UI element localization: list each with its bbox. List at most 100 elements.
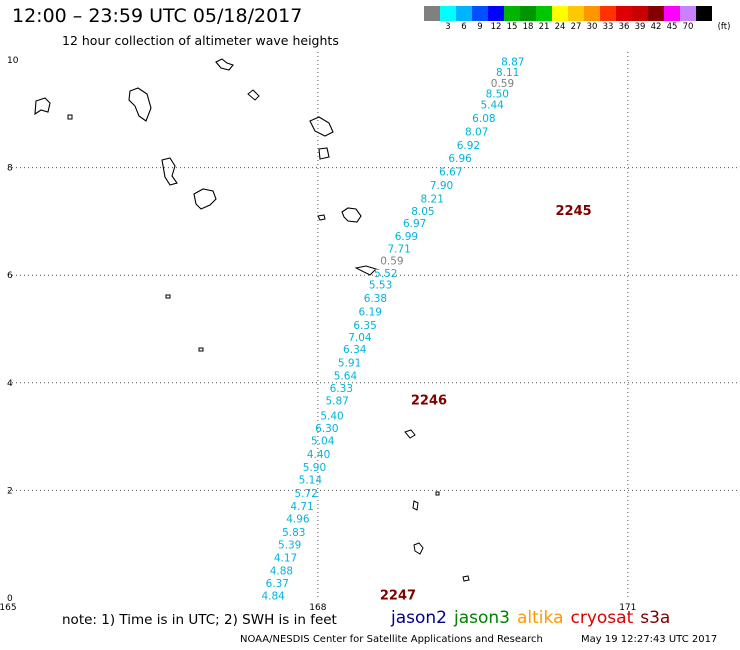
wave-height-value: 4.96 bbox=[286, 514, 310, 526]
legend-cryosat: cryosat bbox=[570, 608, 634, 628]
wave-height-value: 5.83 bbox=[282, 527, 305, 539]
wave-height-value: 5.52 bbox=[374, 268, 397, 280]
color-scale-bar bbox=[424, 6, 712, 21]
y-tick-label: 8 bbox=[7, 164, 13, 174]
wave-height-value: 4.17 bbox=[274, 552, 297, 564]
island-outline bbox=[435, 491, 440, 496]
color-scale-tick-label: 9 bbox=[477, 22, 483, 32]
wave-height-value: 6.30 bbox=[315, 423, 338, 435]
color-scale-swatch bbox=[664, 6, 680, 21]
time-labels-layer: 2142214221432144224522462247201920218111… bbox=[380, 204, 592, 604]
wave-height-value: 0.59 bbox=[491, 78, 514, 90]
x-tick-label: 168 bbox=[309, 603, 326, 613]
color-scale-tick-label: 15 bbox=[506, 22, 518, 32]
island-outline bbox=[198, 347, 204, 352]
wave-height-value: 4.71 bbox=[290, 501, 313, 513]
wave-height-value: 8.21 bbox=[421, 194, 444, 206]
wave-height-value: 7.71 bbox=[387, 244, 410, 256]
wave-height-value: 6.92 bbox=[457, 140, 480, 152]
color-scale-swatch bbox=[536, 6, 552, 21]
wave-height-value: 7.90 bbox=[430, 180, 453, 192]
color-scale-swatch bbox=[584, 6, 600, 21]
wave-height-value: 6.99 bbox=[395, 231, 418, 243]
island-outline bbox=[215, 58, 234, 71]
color-scale-swatch bbox=[440, 6, 456, 21]
color-scale-tick-label: 12 bbox=[490, 22, 502, 32]
wave-height-value: 6.33 bbox=[330, 383, 353, 395]
color-scale-tick-label: 45 bbox=[666, 22, 678, 32]
page-subtitle: 12 hour collection of altimeter wave hei… bbox=[62, 33, 339, 48]
color-scale-tick-label: 6 bbox=[461, 22, 467, 32]
island-outline bbox=[67, 114, 73, 120]
x-tick-label: 165 bbox=[0, 603, 17, 613]
color-scale-swatch bbox=[552, 6, 568, 21]
color-scale-swatch bbox=[632, 6, 648, 21]
island-outline bbox=[412, 500, 419, 511]
footer-credit: NOAA/NESDIS Center for Satellite Applica… bbox=[240, 634, 543, 645]
wave-height-value: 5.91 bbox=[338, 358, 361, 370]
wave-height-value: 8.07 bbox=[465, 126, 488, 138]
wave-height-value: 5.14 bbox=[299, 474, 323, 486]
y-tick-label: 6 bbox=[7, 271, 13, 281]
wave-height-value: 8.50 bbox=[486, 89, 509, 101]
color-scale-swatch bbox=[456, 6, 472, 21]
color-scale-unit: (ft) bbox=[717, 22, 731, 32]
y-tick-label: 10 bbox=[7, 56, 19, 66]
island-outline bbox=[318, 147, 330, 160]
wave-height-value: 5.39 bbox=[278, 540, 301, 552]
wave-height-value: 6.67 bbox=[439, 167, 462, 179]
wave-height-value: 6.08 bbox=[472, 113, 495, 125]
island-outline bbox=[193, 188, 217, 210]
color-scale-tick-label: 70 bbox=[682, 22, 694, 32]
wave-height-value: 8.11 bbox=[496, 67, 519, 79]
wave-height-value: 5.44 bbox=[480, 99, 504, 111]
wave-height-value: 5.04 bbox=[311, 436, 335, 448]
legend-s3a: s3a bbox=[640, 608, 671, 628]
island-outline bbox=[404, 429, 416, 439]
island-outline bbox=[34, 97, 51, 116]
legend-jason2: jason2 bbox=[391, 608, 447, 628]
island-outline bbox=[128, 87, 152, 122]
color-scale-swatch bbox=[696, 6, 712, 21]
island-outline bbox=[165, 294, 171, 299]
color-scale-swatch bbox=[472, 6, 488, 21]
color-scale-swatch bbox=[680, 6, 696, 21]
time-label: 2245 bbox=[555, 204, 591, 219]
y-tick-label: 0 bbox=[7, 594, 13, 604]
wave-height-value: 5.53 bbox=[369, 280, 392, 292]
color-scale-tick-label: 27 bbox=[570, 22, 582, 32]
legend-jason3: jason3 bbox=[454, 608, 510, 628]
color-scale-tick-label: 30 bbox=[586, 22, 598, 32]
wave-height-value: 8.05 bbox=[411, 206, 434, 218]
wave-height-value: 4.84 bbox=[261, 591, 285, 603]
wave-height-value: 5.64 bbox=[334, 371, 358, 383]
wave-height-value: 6.37 bbox=[266, 578, 289, 590]
island-outline bbox=[247, 89, 260, 101]
footer-timestamp: May 19 12:27:43 UTC 2017 bbox=[581, 634, 718, 645]
color-scale-tick-label: 42 bbox=[650, 22, 662, 32]
island-outline bbox=[161, 157, 178, 186]
time-label: 2246 bbox=[411, 393, 447, 408]
color-scale-tick-label: 33 bbox=[602, 22, 614, 32]
color-scale-swatch bbox=[600, 6, 616, 21]
islands-layer bbox=[34, 58, 470, 582]
x-tick-label: 171 bbox=[619, 603, 636, 613]
island-outline bbox=[354, 265, 377, 276]
satellite-legend: jason2 jason3 altika cryosat s3a bbox=[391, 608, 677, 628]
color-scale-tick-label: 18 bbox=[522, 22, 534, 32]
color-scale-swatch bbox=[504, 6, 520, 21]
color-scale-tick-label: 39 bbox=[634, 22, 646, 32]
wave-height-value: 6.35 bbox=[353, 320, 376, 332]
island-outline bbox=[317, 214, 326, 221]
grid-layer: 1651681711741770246810 bbox=[0, 52, 740, 613]
y-tick-label: 4 bbox=[7, 379, 13, 389]
wave-height-value: 5.90 bbox=[303, 462, 326, 474]
color-scale-swatch bbox=[424, 6, 440, 21]
legend-altika: altika bbox=[517, 608, 564, 628]
wave-height-value: 4.88 bbox=[270, 565, 293, 577]
wave-height-value: 5.40 bbox=[320, 410, 343, 422]
island-outline bbox=[341, 207, 362, 223]
wave-height-value: 7.04 bbox=[348, 332, 372, 344]
